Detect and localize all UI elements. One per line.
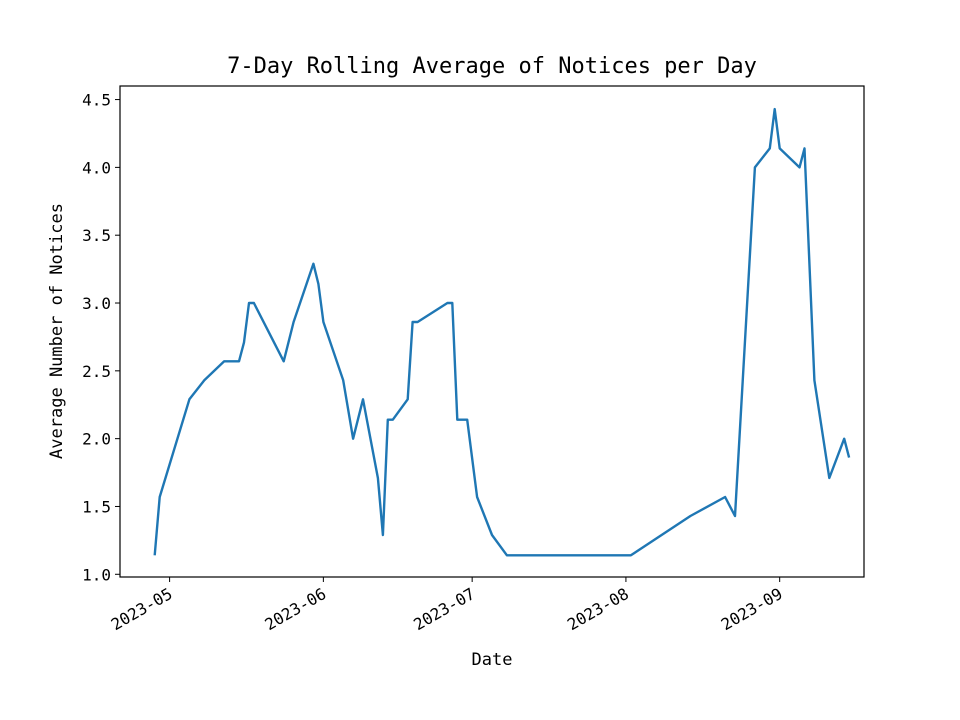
y-axis-label: Average Number of Notices <box>47 203 67 459</box>
x-axis-label: Date <box>472 650 513 670</box>
x-tick-label: 2023-05 <box>108 584 176 634</box>
chart-title: 7-Day Rolling Average of Notices per Day <box>227 54 757 79</box>
x-tick-label: 2023-08 <box>564 584 632 634</box>
y-tick-label: 3.5 <box>82 226 111 245</box>
plot-area <box>153 107 851 557</box>
y-tick-label: 2.5 <box>82 362 111 381</box>
plot-frame <box>119 85 865 578</box>
y-tick-label: 1.5 <box>82 497 111 516</box>
y-tick-label: 2.0 <box>82 430 111 449</box>
y-tick-label: 1.0 <box>82 565 111 584</box>
y-tick-label: 4.5 <box>82 91 111 110</box>
y-tick-label: 3.0 <box>82 294 111 313</box>
series-line-1 <box>153 107 851 557</box>
y-tick-label: 4.0 <box>82 158 111 177</box>
x-tick-label: 2023-06 <box>261 584 329 634</box>
x-tick-label: 2023-07 <box>410 584 478 634</box>
x-axis: 2023-05 2023-06 2023-07 2023-08 2023-09 <box>108 577 786 634</box>
y-axis: 1.0 1.5 2.0 2.5 3.0 3.5 4.0 4.5 <box>82 91 120 584</box>
x-tick-label: 2023-09 <box>718 584 786 634</box>
